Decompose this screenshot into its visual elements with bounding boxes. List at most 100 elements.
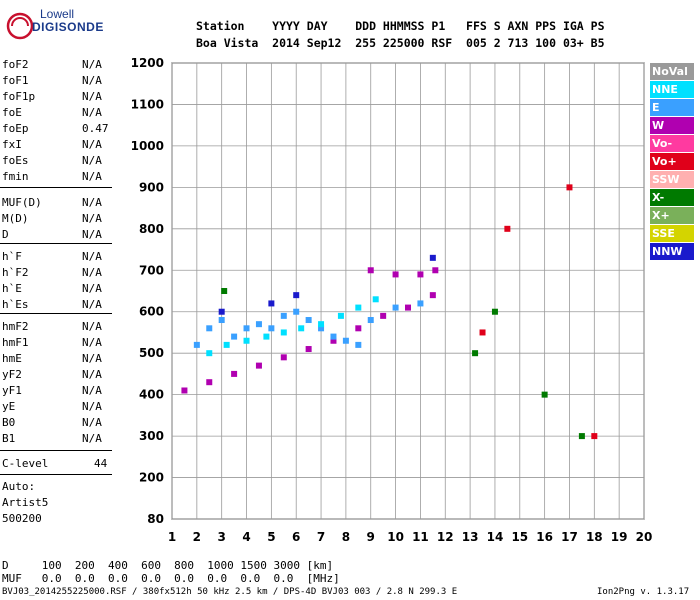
param-value: N/A (82, 384, 102, 397)
x-tick-label: 2 (193, 530, 201, 544)
param-label: B1 (2, 432, 16, 445)
chart-grid (171, 62, 645, 520)
data-point-w (380, 312, 387, 319)
data-point-w (206, 379, 213, 386)
param-row-fof1p: foF1p N/A (2, 90, 110, 104)
param-label: fmin (2, 170, 29, 183)
data-point-e (255, 321, 262, 328)
param-value: N/A (82, 266, 102, 279)
param-row-foes: foEs N/A (2, 154, 110, 168)
data-point-e (293, 308, 300, 315)
x-tick-label: 20 (636, 530, 653, 544)
data-point-e (280, 312, 287, 319)
param-value: N/A (82, 250, 102, 263)
c-level-value: 44 (94, 457, 108, 470)
data-point-x (221, 288, 228, 294)
param-value: N/A (82, 196, 102, 209)
param-row-hmf1: hmF1 N/A (2, 336, 110, 350)
param-value: N/A (82, 368, 102, 381)
param-label: h`F (2, 250, 22, 263)
param-label: foF1p (2, 90, 36, 103)
data-point-nne (337, 312, 344, 319)
param-value: N/A (82, 138, 102, 151)
chart-frame (171, 62, 645, 520)
y-tick-label: 900 (139, 180, 164, 194)
x-tick-label: 19 (611, 530, 628, 544)
logo-text-digisonde: DIGISONDE (32, 20, 104, 34)
data-point-w (367, 267, 374, 274)
param-label: foF2 (2, 58, 29, 71)
data-point-w (405, 304, 411, 311)
data-point-w (181, 387, 188, 394)
data-point-e (392, 304, 399, 311)
data-point-e (417, 300, 424, 307)
param-value: N/A (82, 170, 102, 183)
data-point-nne (318, 321, 325, 328)
legend-item-ssw: SSW (650, 171, 694, 188)
data-point-vo (591, 433, 598, 440)
x-tick-label: 15 (511, 530, 528, 544)
param-label: foEs (2, 154, 29, 167)
x-tick-label: 10 (387, 530, 404, 544)
x-tick-label: 11 (412, 530, 429, 544)
param-label: foE (2, 106, 22, 119)
x-tick-label: 9 (367, 530, 375, 544)
param-row-foep: foEp 0.47 (2, 122, 110, 136)
param-label: D (2, 228, 9, 241)
data-point-e (318, 325, 325, 332)
data-point-nne (298, 325, 305, 332)
data-point-nnw (268, 300, 275, 307)
data-point-nnw (429, 254, 436, 261)
param-label: h`Es (2, 298, 29, 311)
legend-item-w: W (650, 117, 694, 134)
param-value: N/A (82, 90, 102, 103)
data-point-nne (243, 337, 250, 344)
y-tick-label: 400 (139, 388, 164, 402)
data-point-w (231, 370, 238, 377)
muf-scale-line: MUF 0.0 0.0 0.0 0.0 0.0 0.0 0.0 0.0 [MHz… (2, 572, 340, 585)
data-point-nnw (218, 308, 225, 315)
x-tick-label: 8 (342, 530, 350, 544)
panel-divider (0, 313, 112, 314)
panel-divider (0, 474, 112, 475)
auto-line: Artist5 (2, 496, 49, 509)
param-row-yf1: yF1 N/A (2, 384, 110, 398)
d-scale-line: D 100 200 400 600 800 1000 1500 3000 [km… (2, 559, 334, 572)
param-label: foF1 (2, 74, 29, 87)
data-point-w (355, 325, 362, 332)
param-row-d: D N/A (2, 228, 110, 242)
param-label: MUF(D) (2, 196, 42, 209)
c-level-label: C-level (2, 457, 49, 470)
param-value: N/A (82, 282, 102, 295)
y-tick-label: 600 (139, 305, 164, 319)
data-point-vo (504, 225, 511, 232)
param-value: N/A (82, 228, 102, 241)
param-row-fmin: fmin N/A (2, 170, 110, 184)
legend-item-x: X- (650, 189, 694, 206)
data-point-x (491, 308, 498, 315)
legend-item-noval: NoVal (650, 63, 694, 80)
y-tick-label: 1200 (131, 56, 164, 70)
param-value: N/A (82, 352, 102, 365)
param-row-hf2: h`F2 N/A (2, 266, 110, 280)
data-point-e (193, 341, 200, 348)
param-row-fxi: fxI N/A (2, 138, 110, 152)
auto-line: 500200 (2, 512, 42, 525)
x-tick-label: 17 (561, 530, 578, 544)
data-point-e (268, 325, 275, 332)
param-value: N/A (82, 154, 102, 167)
data-point-nne (223, 341, 230, 348)
x-tick-label: 16 (536, 530, 553, 544)
x-tick-label: 12 (437, 530, 454, 544)
param-row-foe: foE N/A (2, 106, 110, 120)
panel-divider (0, 243, 112, 244)
data-point-nne (372, 296, 379, 303)
param-label: M(D) (2, 212, 29, 225)
x-tick-label: 18 (586, 530, 603, 544)
data-point-w (255, 362, 262, 369)
param-row-b1: B1 N/A (2, 432, 110, 446)
data-point-e (342, 337, 349, 344)
data-point-w (432, 267, 439, 274)
auto-line: Auto: (2, 480, 36, 493)
footer-info: BVJ03_2014255225000.RSF / 380fx512h 50 k… (2, 587, 458, 597)
